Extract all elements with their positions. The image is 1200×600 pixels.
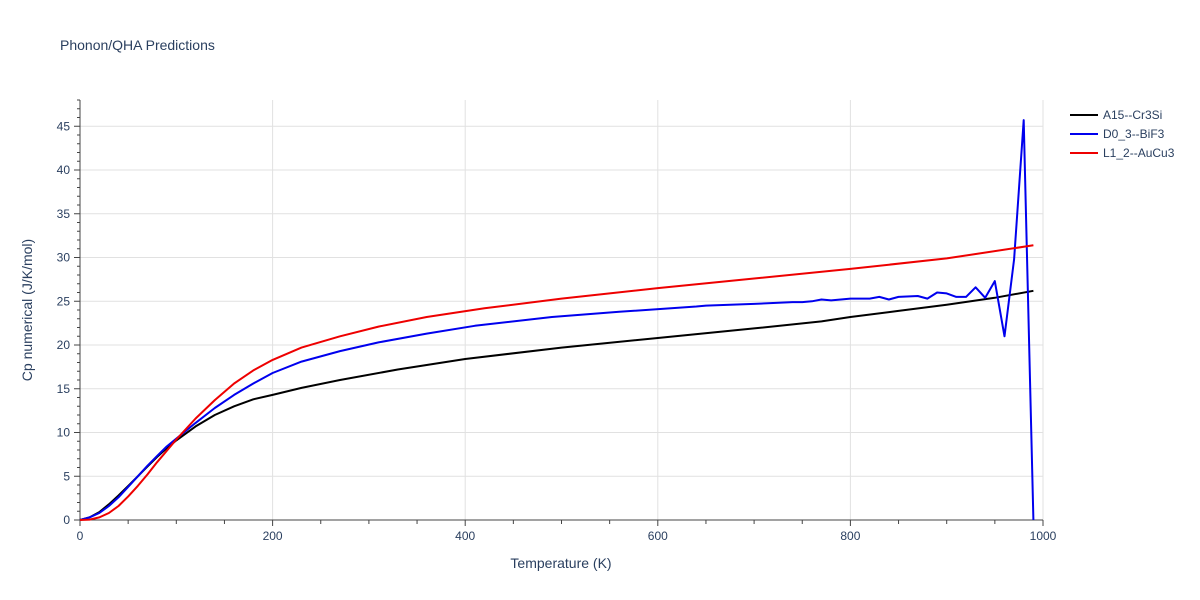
legend-item[interactable]: D0_3--BiF3: [1070, 127, 1165, 141]
x-tick-label: 200: [263, 529, 283, 543]
legend-item[interactable]: L1_2--AuCu3: [1070, 146, 1175, 160]
legend-label: L1_2--AuCu3: [1103, 146, 1175, 160]
y-axis-title: Cp numerical (J/K/mol): [19, 239, 35, 381]
y-tick-label: 40: [57, 163, 71, 177]
y-tick-label: 25: [57, 294, 71, 308]
grid: [80, 100, 1044, 520]
axes: 0 200 400 600 800 1000 0 5 10 15 20 25 30 35 40 45: [57, 99, 1057, 543]
legend-label: D0_3--BiF3: [1103, 127, 1165, 141]
legend-label: A15--Cr3Si: [1103, 108, 1162, 122]
y-tick-label: 0: [63, 513, 70, 527]
legend[interactable]: A15--Cr3Si D0_3--BiF3 L1_2--AuCu3: [1070, 108, 1175, 160]
x-tick-label: 800: [840, 529, 860, 543]
y-tick-label: 5: [63, 469, 70, 483]
x-tick-label: 0: [77, 529, 84, 543]
series-line-d0-3-bif3[interactable]: [79, 119, 1035, 521]
y-tick-label: 15: [57, 382, 71, 396]
chart-title: Phonon/QHA Predictions: [60, 37, 215, 53]
series-lines: [79, 119, 1035, 521]
y-tick-label: 35: [57, 207, 71, 221]
y-tick-label: 10: [57, 426, 71, 440]
legend-item[interactable]: A15--Cr3Si: [1070, 108, 1162, 122]
x-axis-title: Temperature (K): [510, 555, 611, 571]
series-line-a15-cr3si[interactable]: [79, 289, 1034, 521]
y-tick-label: 30: [57, 251, 71, 265]
x-tick-label: 600: [648, 529, 668, 543]
y-tick-label: 20: [57, 338, 71, 352]
x-tick-label: 400: [455, 529, 475, 543]
x-tick-label: 1000: [1030, 529, 1057, 543]
series-line-l1-2-aucu3[interactable]: [79, 244, 1034, 521]
y-tick-label: 45: [57, 119, 71, 133]
